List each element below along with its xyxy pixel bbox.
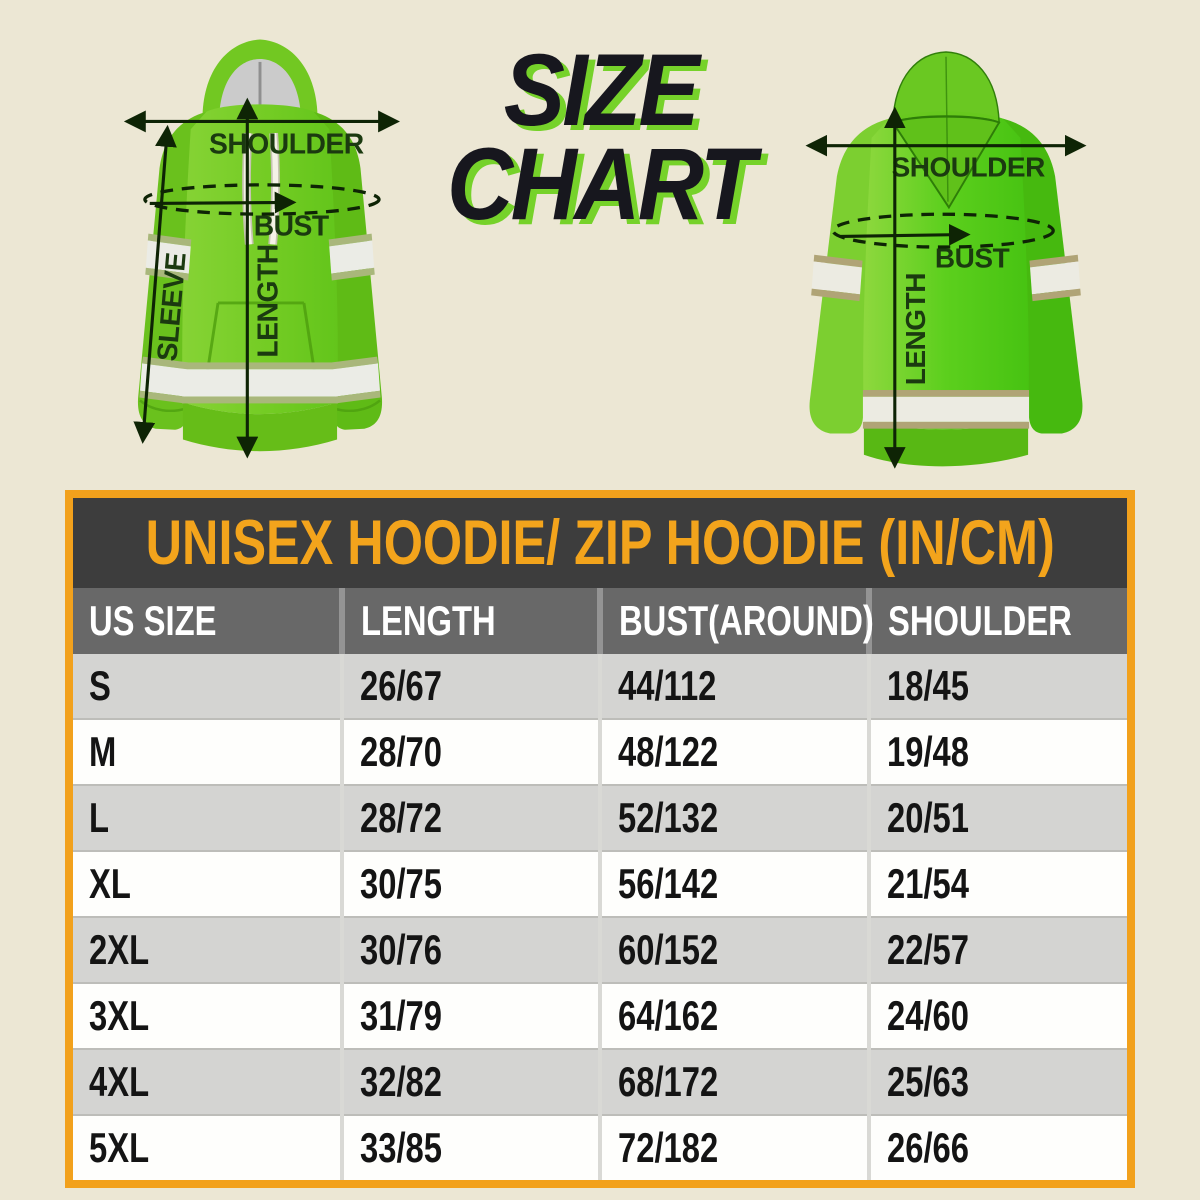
size-table: UNISEX HOODIE/ ZIP HOODIE (IN/CM) US SIZ… <box>65 490 1135 1188</box>
table-cell: 68/172 <box>597 1048 869 1115</box>
size-table-header-row: US SIZE LENGTH BUST(AROUND) SHOULDER <box>73 588 1127 654</box>
hem-rib <box>182 402 338 452</box>
back-hoodie-figure: SHOULDER BUST LENGTH <box>748 22 1144 476</box>
table-cell: 26/66 <box>866 1114 1127 1180</box>
right-cuff-crease <box>332 399 381 413</box>
table-cell: 3XL <box>73 982 342 1049</box>
table-row: 3XL 31/79 64/162 24/60 <box>73 982 1127 1049</box>
table-row: XL 30/75 56/142 21/54 <box>73 850 1127 917</box>
sleeve-arrow <box>133 124 177 444</box>
table-cell: 30/75 <box>339 850 600 917</box>
table-cell: 19/48 <box>866 718 1127 785</box>
table-cell: 31/79 <box>339 982 600 1049</box>
table-cell: 4XL <box>73 1048 342 1115</box>
table-row: S 26/67 44/112 18/45 <box>73 654 1127 719</box>
table-cell: 26/67 <box>339 654 600 719</box>
table-cell: 20/51 <box>866 784 1127 851</box>
size-table-grid: US SIZE LENGTH BUST(AROUND) SHOULDER S 26/67… <box>73 588 1127 1180</box>
length-label: LENGTH <box>252 244 284 357</box>
table-cell: XL <box>73 850 342 917</box>
table-cell: 2XL <box>73 916 342 983</box>
table-row: 4XL 32/82 68/172 25/63 <box>73 1048 1127 1115</box>
page-title-line1: SIZE <box>503 33 699 147</box>
table-row: L 28/72 52/132 20/51 <box>73 784 1127 851</box>
length-label: LENGTH <box>900 273 931 385</box>
table-cell: 18/45 <box>866 654 1127 719</box>
torso <box>182 104 338 415</box>
size-table-body: S 26/67 44/112 18/45 M 28/70 48/122 19/48 L 28/72… <box>73 654 1127 1180</box>
table-cell: 33/85 <box>339 1114 600 1180</box>
table-cell: S <box>73 654 342 719</box>
table-cell: 60/152 <box>597 916 869 983</box>
table-cell: M <box>73 718 342 785</box>
bust-label: BUST <box>935 242 1010 273</box>
shoulder-label: SHOULDER <box>892 152 1046 183</box>
bust-ellipse <box>831 212 1055 249</box>
table-cell: 24/60 <box>866 982 1127 1049</box>
hood-seam <box>945 56 949 202</box>
table-cell: 52/132 <box>597 784 869 851</box>
table-cell: 5XL <box>73 1114 342 1180</box>
page-title-line2: CHART <box>446 126 756 241</box>
bust-arrow <box>840 223 971 246</box>
reflective-stripes <box>811 254 1081 429</box>
front-hoodie-figure: SHOULDER BUST LENGTH SLEEVE <box>60 10 460 469</box>
size-table-title-bar: UNISEX HOODIE/ ZIP HOODIE (IN/CM) <box>73 498 1127 588</box>
column-header: US SIZE <box>73 588 342 654</box>
table-cell: L <box>73 784 342 851</box>
table-cell: 48/122 <box>597 718 869 785</box>
column-header: SHOULDER <box>865 588 1127 654</box>
page-title: SIZE CHART <box>428 33 772 241</box>
bust-arrow <box>149 191 297 214</box>
table-row: M 28/70 48/122 19/48 <box>73 718 1127 785</box>
shoulder-label: SHOULDER <box>209 128 364 160</box>
table-cell: 64/162 <box>597 982 869 1049</box>
table-cell: 56/142 <box>597 850 869 917</box>
table-cell: 28/72 <box>339 784 600 851</box>
size-table-title: UNISEX HOODIE/ ZIP HOODIE (IN/CM) <box>145 508 1055 578</box>
table-row: 2XL 30/76 60/152 22/57 <box>73 916 1127 983</box>
bust-label: BUST <box>254 210 329 242</box>
column-header: LENGTH <box>338 588 600 654</box>
table-cell: 44/112 <box>597 654 869 719</box>
table-cell: 30/76 <box>339 916 600 983</box>
front-hoodie-illustration: SHOULDER BUST LENGTH SLEEVE <box>123 39 400 459</box>
column-header: BUST(AROUND) <box>596 588 874 654</box>
table-cell: 22/57 <box>866 916 1127 983</box>
table-cell: 25/63 <box>866 1048 1127 1115</box>
table-cell: 72/182 <box>597 1114 869 1180</box>
table-cell: 28/70 <box>339 718 600 785</box>
table-cell: 21/54 <box>866 850 1127 917</box>
table-cell: 32/82 <box>339 1048 600 1115</box>
table-row: 5XL 33/85 72/182 26/66 <box>73 1114 1127 1180</box>
back-hoodie-illustration: SHOULDER BUST LENGTH <box>805 51 1087 469</box>
